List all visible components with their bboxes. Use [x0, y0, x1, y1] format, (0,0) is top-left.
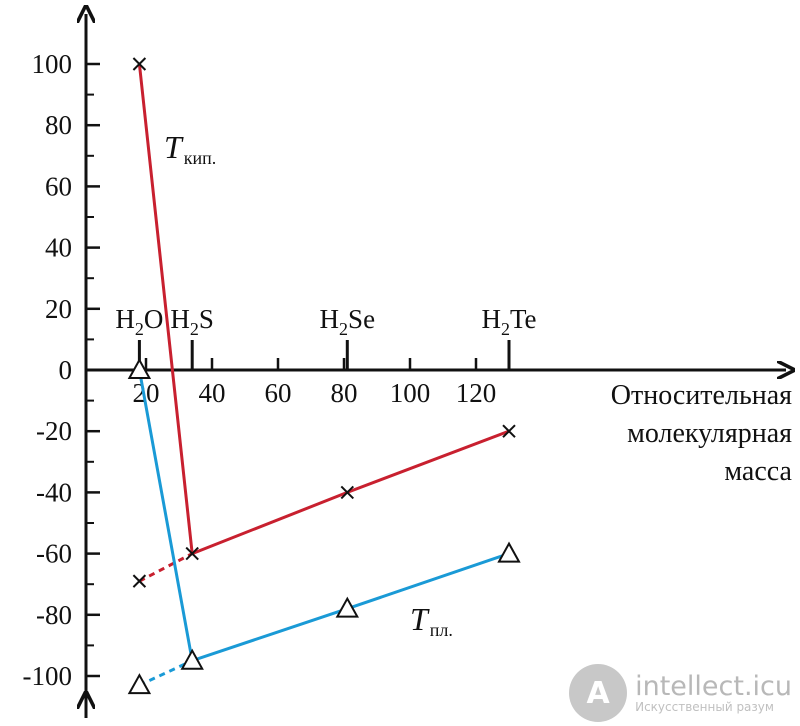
- series-layer: [127, 57, 521, 695]
- x-axis-title-line: масса: [724, 456, 792, 487]
- y-tick-label: -20: [36, 416, 72, 446]
- y-tick-label: 100: [32, 49, 73, 79]
- y-tick-label: -80: [36, 600, 72, 630]
- triangle-marker: [497, 541, 521, 563]
- y-tick-label: 0: [59, 355, 73, 385]
- compound-label: H2S: [170, 304, 214, 339]
- triangle-marker: [180, 648, 204, 670]
- y-tick-label: -100: [23, 661, 73, 691]
- x-tick-label: 80: [331, 378, 358, 408]
- cross-marker: [340, 485, 355, 500]
- y-tick-label: -40: [36, 477, 72, 507]
- cross-marker: [185, 546, 199, 561]
- cross-marker: [132, 57, 147, 71]
- x-axis-title-line: Относительная: [611, 380, 792, 411]
- triangle-marker: [127, 357, 152, 379]
- series-line: [137, 369, 510, 663]
- x-tick-label: 40: [199, 378, 226, 408]
- x-tick-label: 120: [456, 378, 497, 408]
- compound-ticks: H2O H2S H2Se H2Te: [115, 304, 537, 370]
- cross-marker: [502, 424, 516, 438]
- y-tick-label: 60: [45, 171, 72, 201]
- triangle-marker: [335, 596, 359, 618]
- series-melting: [127, 357, 521, 695]
- triangle-marker: [127, 673, 152, 695]
- compound-label: H2O: [115, 304, 163, 339]
- cross-marker: [132, 574, 147, 588]
- y-tick-label: -60: [36, 539, 72, 569]
- y-tick-label: 40: [45, 233, 72, 263]
- labels: Относительная молекулярная масса T кип. T пл.: [164, 129, 793, 640]
- compound-label: H2Se: [320, 304, 376, 339]
- compound-label: H2Te: [481, 304, 536, 339]
- axes: [86, 14, 786, 718]
- series-line: [137, 63, 510, 556]
- watermark: A intellect.icu Искусственный разум: [569, 664, 792, 722]
- series-extrapolation: [138, 552, 193, 583]
- watermark-text: intellect.icu: [635, 670, 792, 702]
- x-tick-label: 100: [390, 378, 431, 408]
- y-tick-label: 20: [45, 294, 72, 324]
- y-tick-label: 80: [45, 110, 72, 140]
- x-axis-title-line: молекулярная: [627, 418, 792, 449]
- series-boiling: [132, 57, 516, 588]
- watermark-subtext: Искусственный разум: [635, 700, 774, 715]
- x-tick-label: 60: [265, 378, 292, 408]
- watermark-logo-icon: A: [569, 664, 628, 722]
